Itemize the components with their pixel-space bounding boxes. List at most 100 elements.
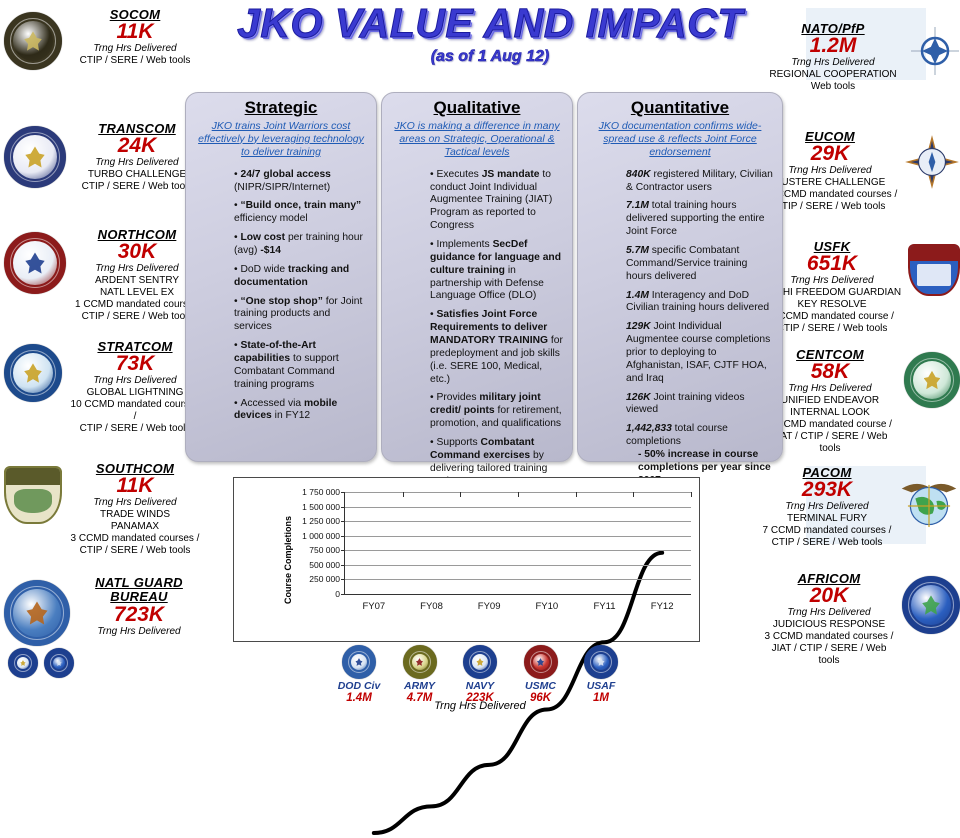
panel-title-qualitative: Qualitative [433, 98, 521, 117]
command-detail-line: JIAT / CTIP / SERE / Web tools [772, 430, 888, 454]
chart-x-tick-mark [575, 492, 577, 497]
chart-y-axis-label: Course Completions [283, 515, 294, 604]
service-branch-usaf[interactable]: USAF 1M [572, 645, 630, 705]
command-block-centcom[interactable]: CENTCOM 58K Trng Hrs Delivered UNIFIED ENDE… [760, 347, 960, 455]
command-detail-line: CTIP / SERE / Web tools [81, 310, 193, 322]
chart-y-tick-mark [341, 506, 345, 508]
chart-y-tick-mark [341, 521, 345, 523]
command-detail-line: ULCHI FREEDOM GUARDIAN [762, 286, 902, 298]
command-detail-line: CTIP / SERE / Web tools [79, 54, 191, 66]
chart-gridline [345, 579, 691, 581]
service-branch-usmc[interactable]: USMC 96K [512, 645, 570, 705]
command-block-southcom[interactable]: SOUTHCOM 11K Trng Hrs Delivered TRADE WINDS… [4, 461, 204, 557]
command-detail-line: 15 CCMD mandated courses / [762, 188, 898, 200]
service-branch-army[interactable]: ARMY 4.7M [391, 645, 449, 705]
service-value: 4.7M [406, 692, 433, 705]
command-hours-label: Trng Hrs Delivered [785, 501, 869, 513]
chart-y-tick-label: 1 000 000 [302, 530, 340, 541]
command-detail-line: PANAMAX [110, 520, 160, 532]
chart-y-tick-label: 0 [335, 589, 340, 599]
service-value: 1.4M [346, 692, 372, 705]
command-block-socom[interactable]: SOCOM 11K Trng Hrs Delivered CTIP / SERE / … [4, 7, 204, 70]
panel-title-quantitative: Quantitative [630, 98, 730, 117]
command-detail-line: 7 CCMD mandated courses / [762, 524, 892, 536]
command-detail-line: CTIP / SERE / Web tools [771, 536, 883, 548]
command-name: AFRICOM [797, 571, 861, 586]
chart-x-tick-mark [518, 492, 519, 497]
service-branch-navy[interactable]: NAVY 223K [451, 645, 509, 705]
command-detail-line: CTIP / SERE / Web tools [776, 322, 888, 334]
panel-subtitle-qualitative: JKO is making a difference in many areas… [394, 120, 560, 158]
watermark-tint-bottom [806, 466, 926, 544]
command-block-natl-guard-bureau[interactable]: NATL GUARD BUREAU 723K Trng Hrs Delivered [4, 575, 204, 646]
page-title: JKO VALUE AND IMPACT (as of 1 Aug 12) [200, 0, 780, 66]
usfk-shield-icon [908, 244, 960, 296]
chart-y-tick-mark [341, 564, 345, 566]
panel-bullet-item: 7.1M total training hours delivered supp… [626, 200, 765, 238]
command-hours-label: Trng Hrs Delivered [95, 157, 179, 169]
nato-compass-icon [910, 26, 960, 76]
panel-bullet-item: 24/7 global access (NIPR/SIPR/Internet) [234, 169, 368, 195]
chart-y-tick-mark [341, 579, 345, 581]
panel-quantitative: Quantitative JKO documentation confirms w… [577, 92, 783, 486]
service-branch-dod-civ[interactable]: DOD Civ 1.4M [330, 645, 388, 705]
command-block-northcom[interactable]: NORTHCOM 30K Trng Hrs Delivered ARDENT SENT… [4, 227, 204, 323]
command-block-usfk[interactable]: USFK 651K Trng Hrs Delivered ULCHI FREEDOM … [760, 239, 960, 335]
chart-x-tick-label: FY12 [650, 601, 674, 612]
left-command-column: SOCOM 11K Trng Hrs Delivered CTIP / SERE / … [0, 0, 200, 720]
command-block-nato-pfp[interactable]: NATO/PfP 1.2M Trng Hrs Delivered REGIONAL C… [760, 21, 960, 93]
service-name: USAF [586, 680, 616, 692]
command-detail-line: TERMINAL FURY [786, 512, 867, 524]
panel-bullet-item: Implements SecDef guidance for language … [430, 239, 564, 303]
chart-x-tick-label: FY10 [535, 601, 559, 612]
chart-gridline [345, 564, 691, 566]
command-block-transcom[interactable]: TRANSCOM 24K Trng Hrs Delivered TURBO CHALL… [4, 121, 204, 193]
northcom-seal-icon [4, 232, 66, 294]
command-name: USFK [813, 239, 851, 254]
command-name: CENTCOM [796, 347, 864, 362]
command-block-africom[interactable]: AFRICOM 20K Trng Hrs Delivered JUDICIOUS RE… [760, 571, 960, 667]
chart-gridline [345, 506, 691, 508]
command-value: 293K [801, 478, 853, 502]
guard-component-emblems [8, 648, 74, 678]
panel-bullet-item: Executes JS mandate to conduct Joint Ind… [430, 169, 564, 233]
command-detail-line: INTERNAL LOOK [790, 406, 870, 418]
chart-y-tick-label: 250 000 [309, 574, 340, 585]
command-name: NATO/PfP [801, 21, 865, 36]
command-block-eucom[interactable]: EUCOM 29K Trng Hrs Delivered AUSTERE CHALLE… [760, 129, 960, 213]
command-detail-line: 1 CCMD mandated course / [770, 310, 894, 322]
panel-bullet-item: 840K registered Military, Civilian & Con… [626, 168, 773, 193]
panel-bullet-list-strategic: 24/7 global access (NIPR/SIPR/Internet) “… [194, 169, 368, 424]
command-block-pacom[interactable]: PACOM 293K Trng Hrs Delivered TERMINAL FURY… [760, 465, 960, 549]
eucom-star-icon [904, 134, 960, 190]
command-name: NORTHCOM [97, 227, 177, 242]
usaf-seal-icon [584, 645, 618, 679]
panel-subtitle-quantitative: JKO documentation confirms wide-spread u… [598, 120, 762, 158]
title-main-text: JKO VALUE AND IMPACT [237, 0, 743, 46]
command-detail-line: KEY RESOLVE [797, 298, 867, 310]
service-value: 96K [529, 692, 552, 705]
command-block-stratcom[interactable]: STRATCOM 73K Trng Hrs Delivered GLOBAL LIGH… [4, 339, 204, 435]
command-hours-label: Trng Hrs Delivered [95, 263, 179, 275]
command-hours-label: Trng Hrs Delivered [788, 165, 872, 177]
command-hours-label: Trng Hrs Delivered [787, 607, 871, 619]
command-detail-line: REGIONAL COOPERATION [769, 68, 897, 80]
command-hours-label: Trng Hrs Delivered [97, 625, 181, 637]
chart-y-tick-mark [341, 535, 345, 537]
chart-x-tick-mark [402, 492, 404, 497]
command-value: 11K [116, 474, 154, 498]
panel-strategic: Strategic JKO trains Joint Warriors cost … [185, 92, 377, 462]
command-detail-line: TRADE WINDS [100, 508, 170, 520]
chart-x-tick-label: FY09 [477, 601, 501, 612]
command-hours-label: Trng Hrs Delivered [93, 375, 177, 387]
africom-seal-icon [902, 576, 960, 634]
command-detail-line: 1 CCMD mandated course / [75, 298, 199, 310]
chart-x-tick-mark [691, 492, 692, 497]
chart-y-tick-label: 500 000 [309, 559, 340, 570]
chart-y-tick-mark [341, 550, 345, 552]
southcom-shield-icon [4, 466, 62, 524]
chart-y-tick-label: 1 500 000 [302, 501, 340, 512]
panel-bullet-item: State-of-the-Art capabilities to support… [234, 340, 368, 391]
command-detail-line: GLOBAL LIGHTNING [86, 386, 184, 398]
command-hours-label: Trng Hrs Delivered [93, 497, 177, 509]
